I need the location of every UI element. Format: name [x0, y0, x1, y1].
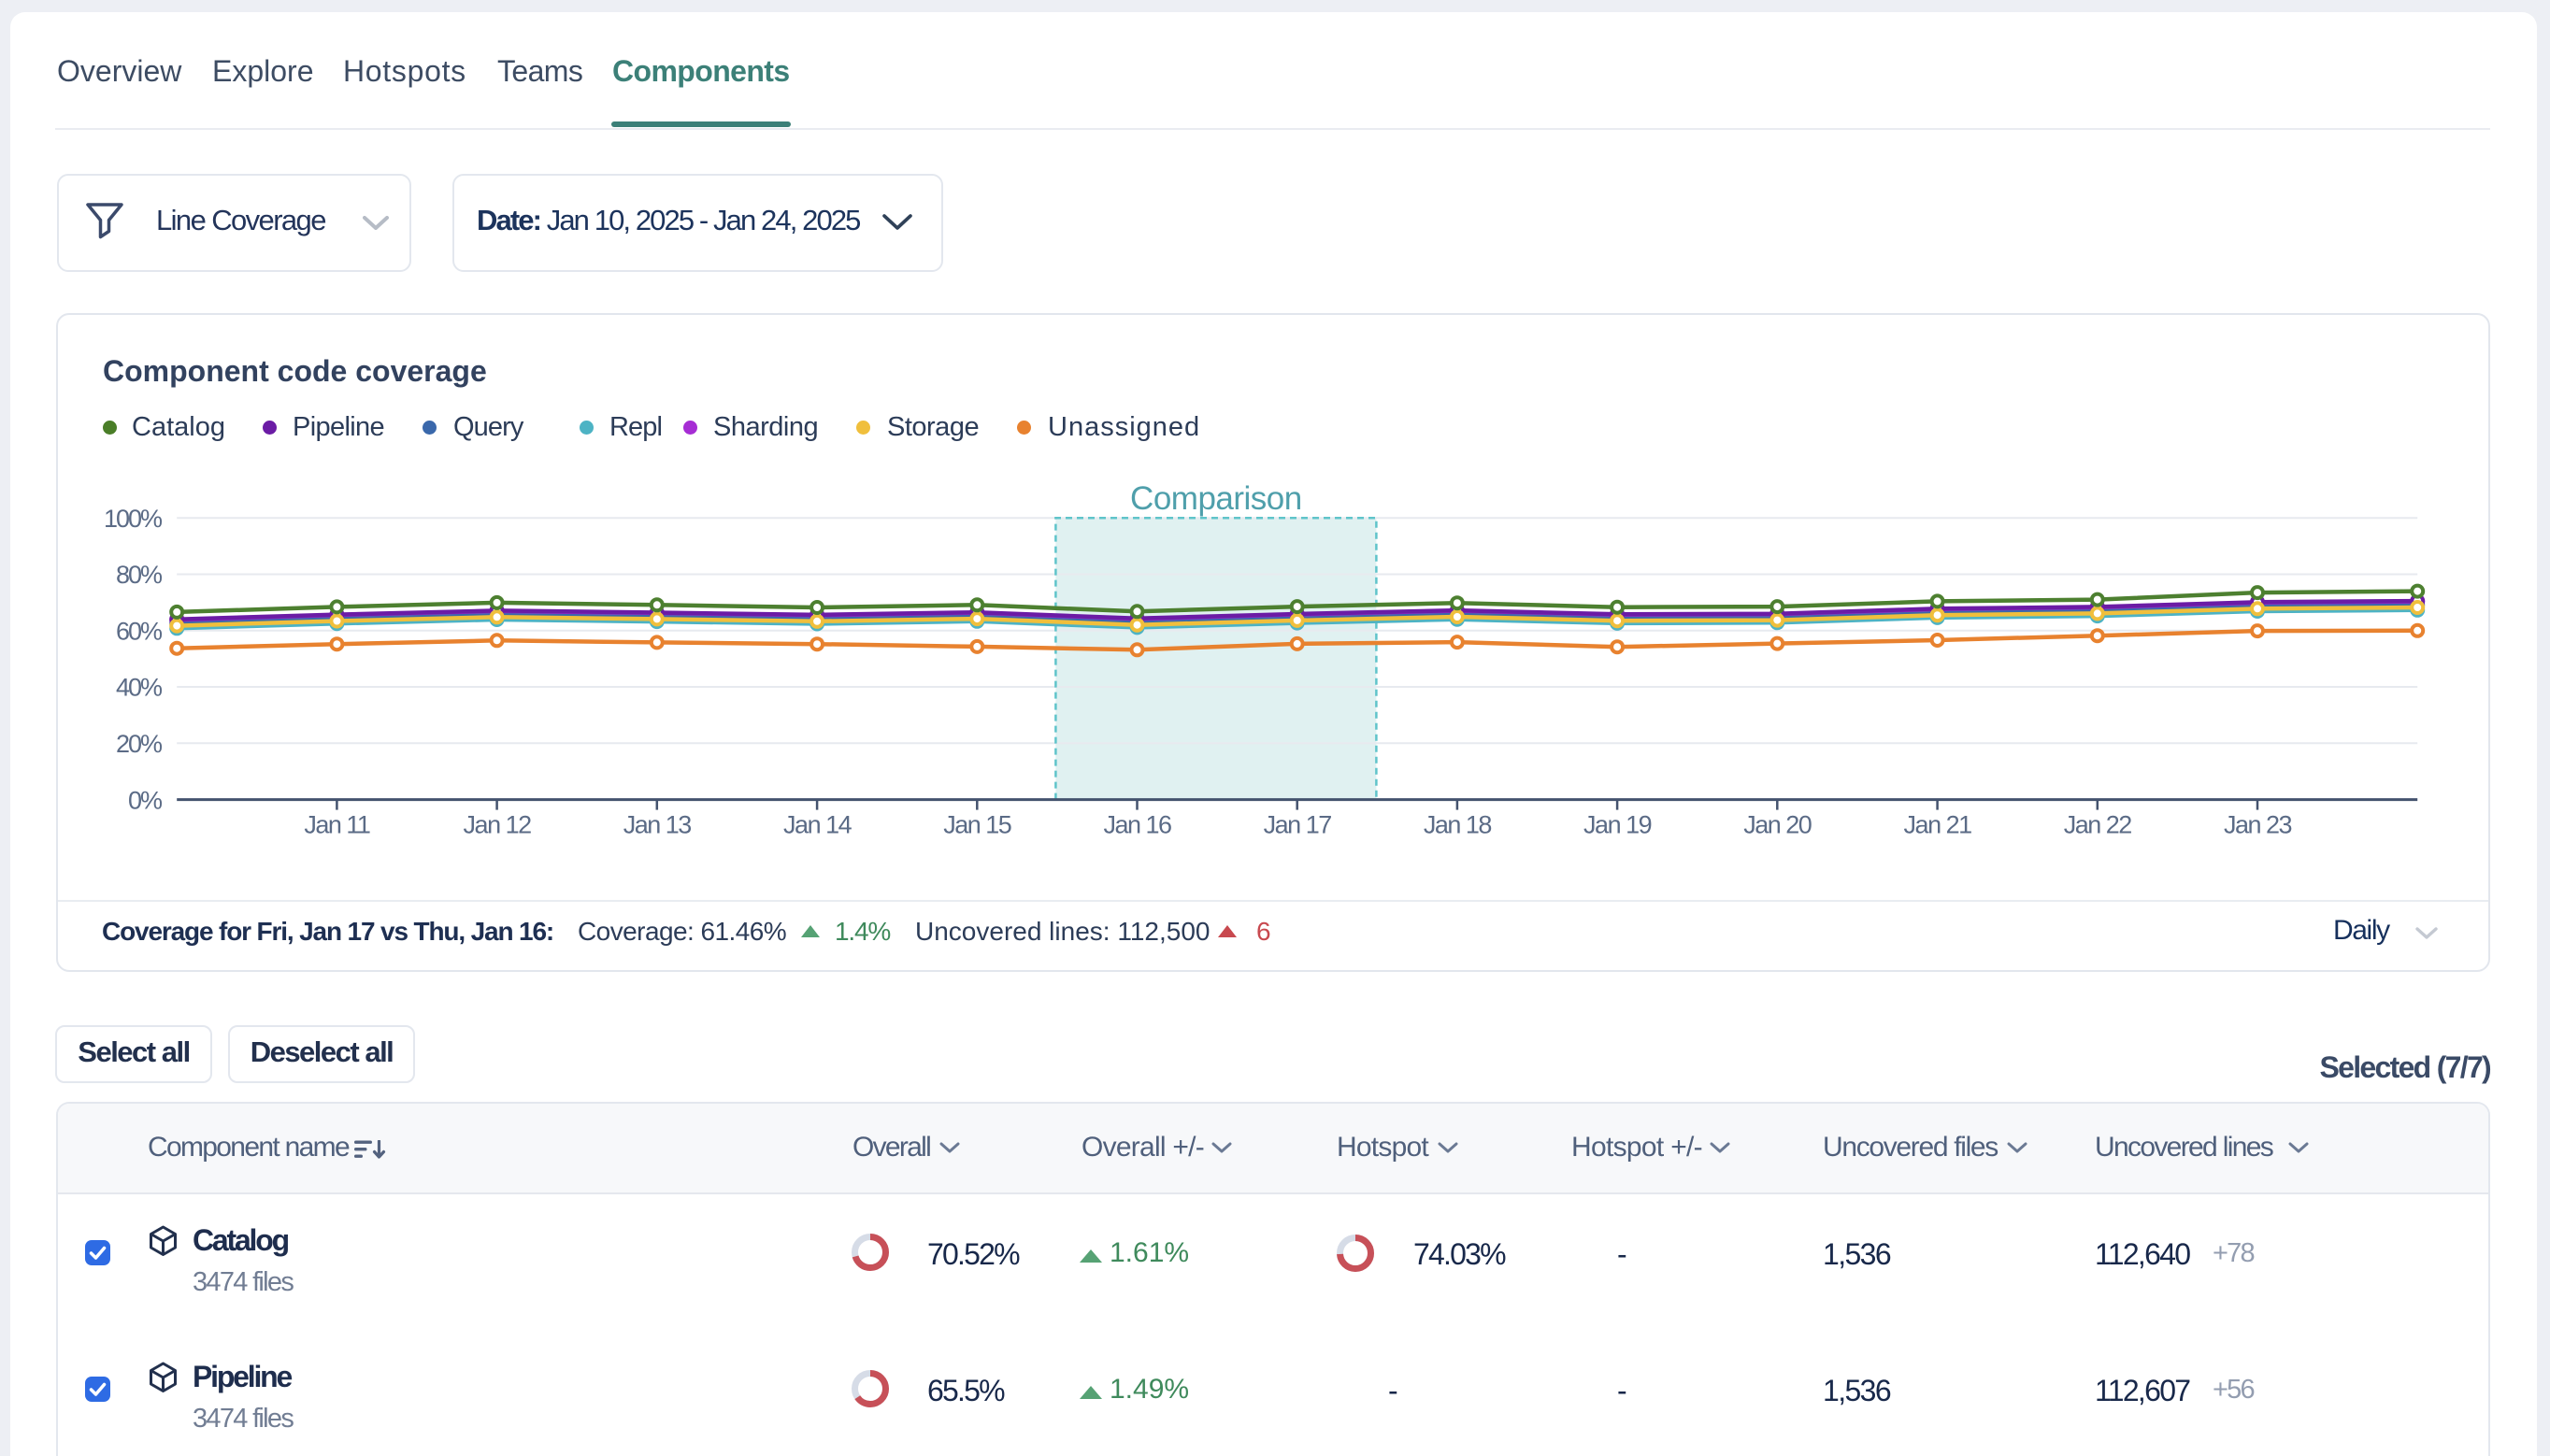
svg-text:40%: 40%: [116, 674, 163, 702]
svg-text:Jan 21: Jan 21: [1904, 811, 1972, 839]
svg-text:Jan 11: Jan 11: [304, 811, 370, 839]
svg-text:Jan 20: Jan 20: [1743, 811, 1812, 839]
svg-text:80%: 80%: [116, 561, 163, 589]
svg-text:Jan 13: Jan 13: [623, 811, 692, 839]
svg-text:Jan 14: Jan 14: [783, 811, 852, 839]
svg-text:Jan 22: Jan 22: [2064, 811, 2132, 839]
svg-text:Jan 16: Jan 16: [1103, 811, 1171, 839]
svg-text:0%: 0%: [128, 786, 163, 814]
svg-text:Jan 12: Jan 12: [464, 811, 532, 839]
svg-text:60%: 60%: [116, 618, 163, 646]
svg-text:Jan 23: Jan 23: [2224, 811, 2292, 839]
svg-text:100%: 100%: [104, 505, 163, 533]
svg-text:Jan 17: Jan 17: [1264, 811, 1332, 839]
svg-text:Jan 18: Jan 18: [1424, 811, 1492, 839]
svg-text:Jan 15: Jan 15: [943, 811, 1011, 839]
svg-text:Jan 19: Jan 19: [1583, 811, 1652, 839]
svg-text:20%: 20%: [116, 730, 163, 758]
svg-text:Comparison: Comparison: [1130, 480, 1302, 517]
